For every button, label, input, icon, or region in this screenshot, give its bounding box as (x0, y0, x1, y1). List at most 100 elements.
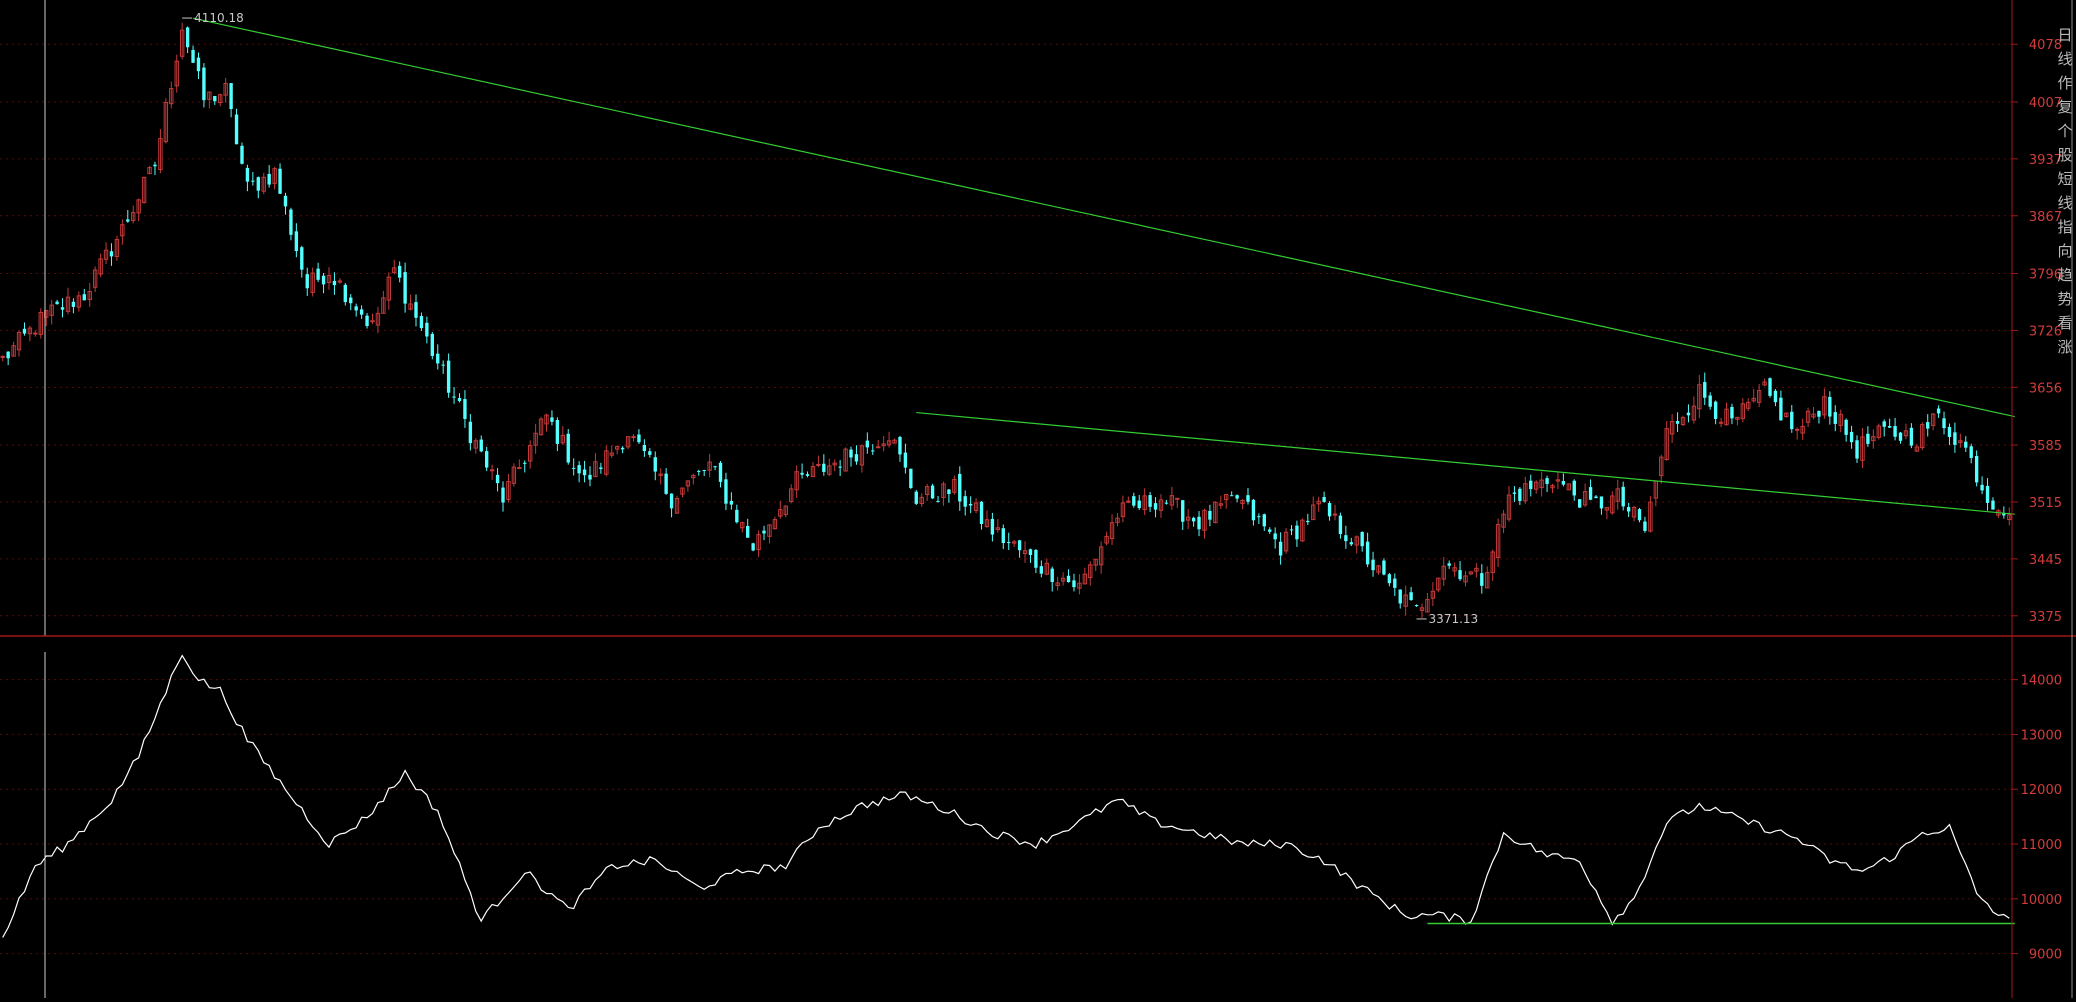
candle (577, 461, 581, 483)
candle (131, 205, 136, 224)
candle (1311, 496, 1316, 521)
candle (169, 81, 174, 109)
price-tick-label: 3585 (2029, 439, 2062, 454)
price-tick-label: 4078 (2029, 38, 2062, 53)
price-trendline (192, 17, 2015, 418)
candle (865, 432, 870, 454)
side-char: 短 (2057, 170, 2072, 188)
side-char: 看 (2057, 314, 2072, 332)
candle (495, 468, 500, 492)
candlestick-series (0, 22, 2012, 618)
candle (1762, 378, 1767, 387)
candle (1942, 411, 1946, 435)
candle (1028, 548, 1033, 563)
candle (1332, 504, 1338, 521)
candle (1675, 412, 1680, 432)
candle (1158, 494, 1164, 518)
candle (778, 500, 783, 519)
candle (1822, 388, 1827, 419)
candle (1022, 541, 1028, 563)
candle (1615, 479, 1620, 510)
candle (1202, 508, 1207, 539)
candle (163, 98, 169, 144)
candle (1044, 558, 1049, 576)
candle (1382, 558, 1386, 576)
candle (1468, 570, 1474, 576)
candle (1936, 405, 1941, 418)
candle (245, 164, 250, 192)
price-tick-label: 3937 (2029, 153, 2062, 168)
candle (1691, 396, 1697, 424)
candle (1344, 525, 1348, 549)
price-tick-label: 3796 (2029, 268, 2062, 283)
index-tick-label: 9000 (2029, 948, 2062, 963)
candle (1414, 604, 1419, 607)
candle (251, 172, 255, 186)
candle (33, 330, 38, 337)
candle (76, 291, 82, 312)
candle (637, 429, 641, 444)
candle (1735, 416, 1740, 426)
candle (680, 487, 685, 498)
candle (517, 459, 522, 470)
candle (305, 267, 309, 296)
candle (1703, 372, 1707, 406)
candle (473, 438, 478, 454)
candle (27, 325, 33, 342)
candle (523, 460, 527, 473)
candle (1360, 531, 1364, 552)
side-char: 股 (2057, 146, 2072, 164)
candle (1855, 435, 1859, 464)
candle (1795, 427, 1800, 440)
candle (1185, 509, 1191, 530)
candle (1142, 488, 1147, 515)
candle (941, 481, 946, 506)
candle (1001, 524, 1005, 550)
candle (2007, 507, 2012, 526)
candle (1409, 586, 1413, 601)
candle (1458, 561, 1462, 581)
candle (261, 173, 266, 195)
candle (397, 261, 402, 283)
candle (947, 489, 951, 503)
candle (810, 462, 816, 478)
candle (735, 504, 739, 524)
candle (674, 495, 680, 514)
candle (256, 176, 260, 199)
candle (60, 298, 65, 318)
candle (1463, 571, 1468, 587)
candle (1208, 504, 1212, 527)
candle (22, 322, 27, 336)
candle (1050, 566, 1054, 592)
candle (65, 287, 71, 315)
candle (1235, 494, 1239, 503)
candle (1756, 384, 1762, 408)
candle (202, 63, 206, 108)
candle (772, 516, 778, 530)
candle (822, 454, 826, 476)
candle (1926, 414, 1930, 437)
candle (572, 458, 576, 476)
candle (653, 451, 657, 481)
candle (485, 446, 489, 472)
candle (49, 300, 54, 325)
candle (114, 235, 120, 261)
candle (1746, 398, 1751, 412)
candle (1126, 496, 1131, 504)
candle (1387, 572, 1392, 587)
candle (349, 294, 353, 311)
candle (1039, 560, 1044, 578)
candle (1626, 502, 1631, 518)
candle (506, 473, 511, 503)
candle (98, 253, 103, 278)
candle (1555, 472, 1561, 490)
candle (446, 353, 451, 398)
side-char: 个 (2057, 122, 2072, 140)
candle (1306, 513, 1310, 525)
candle (669, 493, 674, 518)
candle (1132, 492, 1136, 508)
candle (805, 471, 810, 478)
